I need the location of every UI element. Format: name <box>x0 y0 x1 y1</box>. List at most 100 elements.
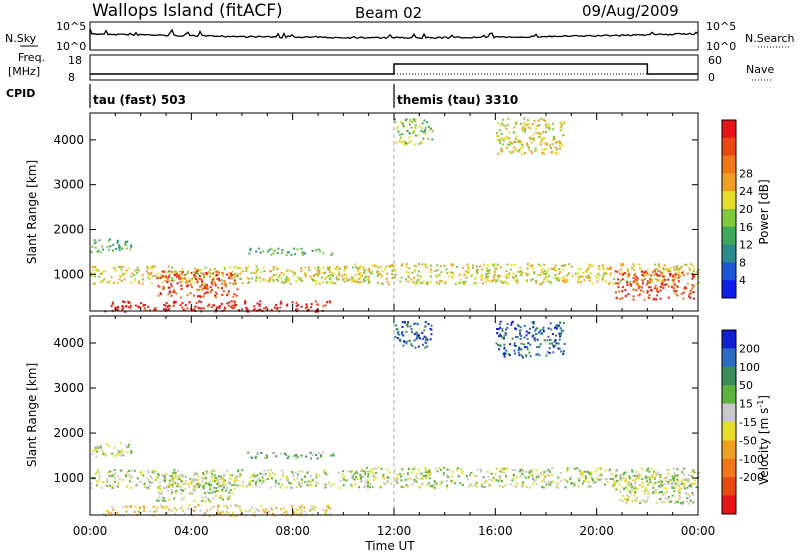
echo-cell <box>213 477 216 480</box>
echo-cell <box>678 491 681 494</box>
echo-cell <box>314 267 316 270</box>
echo-cell <box>399 136 402 139</box>
echo-cell <box>324 277 327 280</box>
echo-cell <box>367 486 370 489</box>
echo-cell <box>671 486 674 489</box>
echo-cell <box>167 484 170 487</box>
echo-cell <box>681 471 684 474</box>
echo-cell <box>499 275 501 278</box>
echo-region <box>495 117 565 155</box>
echo-cell <box>236 479 239 482</box>
echo-cell <box>159 481 162 484</box>
echo-cell <box>93 272 96 275</box>
echo-cell <box>272 265 275 268</box>
colorbar-frame <box>721 119 737 299</box>
echo-cell <box>191 492 194 495</box>
echo-cell <box>173 302 176 305</box>
echo-cell <box>507 143 509 146</box>
echo-cell <box>147 266 150 269</box>
echo-cell <box>531 278 534 281</box>
echo-cell <box>359 277 362 280</box>
echo-cell <box>547 351 550 354</box>
echo-cell <box>360 474 363 477</box>
echo-cell <box>104 454 107 457</box>
echo-cell <box>113 477 116 480</box>
echo-cell <box>185 281 187 284</box>
echo-cell <box>214 271 217 273</box>
echo-cell <box>663 279 666 282</box>
echo-cell <box>552 128 555 131</box>
echo-cell <box>424 342 427 345</box>
echo-cell <box>653 477 656 480</box>
echo-cell <box>684 263 687 266</box>
echo-cell <box>400 264 403 267</box>
echo-cell <box>524 152 526 155</box>
echo-cell <box>619 479 622 482</box>
echo-cell <box>520 335 523 338</box>
echo-cell <box>300 247 303 250</box>
echo-cell <box>622 473 625 476</box>
echo-cell <box>408 467 410 470</box>
echo-cell <box>107 248 110 251</box>
echo-cell <box>168 498 170 501</box>
echo-cell <box>141 274 144 277</box>
echo-cell <box>125 240 127 243</box>
echo-cell <box>627 484 630 487</box>
echo-cell <box>640 289 643 292</box>
echo-cell <box>130 245 133 248</box>
echo-cell <box>605 272 608 275</box>
echo-cell <box>670 484 673 487</box>
echo-cell <box>402 344 405 347</box>
echo-cell <box>369 486 372 488</box>
echo-cell <box>632 295 635 298</box>
echo-cell <box>521 143 523 146</box>
echo-cell <box>210 476 213 479</box>
echo-cell <box>391 265 394 268</box>
echo-cell <box>617 282 619 285</box>
echo-cell <box>90 487 93 489</box>
echo-cell <box>508 275 511 278</box>
echo-cell <box>116 241 119 244</box>
echo-cell <box>254 456 257 459</box>
echo-cell <box>214 282 216 285</box>
echo-cell <box>216 509 219 512</box>
echo-cell <box>97 269 100 272</box>
echo-cell <box>112 250 115 252</box>
echo-cell <box>313 508 316 511</box>
echo-cell <box>195 278 197 281</box>
echo-cell <box>510 264 513 267</box>
echo-cell <box>488 280 491 283</box>
echo-cell <box>532 482 535 485</box>
echo-cell <box>680 483 683 485</box>
echo-cell <box>102 453 105 456</box>
echo-cell <box>547 327 550 330</box>
echo-cell <box>563 280 566 283</box>
echo-cell <box>618 483 621 486</box>
echo-cell <box>124 310 127 313</box>
echo-cell <box>418 485 421 488</box>
echo-cell <box>168 482 171 485</box>
echo-cell <box>143 307 146 310</box>
echo-cell <box>165 511 168 514</box>
echo-cell <box>428 470 431 473</box>
echo-cell <box>220 293 223 296</box>
echo-cell <box>268 248 271 251</box>
echo-cell <box>129 477 132 480</box>
echo-cell <box>548 275 551 278</box>
echo-cell <box>544 137 546 140</box>
echo-cell <box>546 279 549 282</box>
echo-cell <box>491 479 494 482</box>
echo-cell <box>228 495 231 498</box>
echo-cell <box>100 272 103 275</box>
echo-cell <box>558 279 561 282</box>
echo-cell <box>394 118 396 121</box>
echo-cell <box>486 264 489 267</box>
echo-cell <box>421 140 423 143</box>
echo-cell <box>635 478 638 481</box>
echo-cell <box>235 266 238 269</box>
echo-cell <box>99 251 102 254</box>
echo-cell <box>438 467 441 469</box>
echo-cell <box>647 496 650 499</box>
echo-cell <box>100 448 103 450</box>
